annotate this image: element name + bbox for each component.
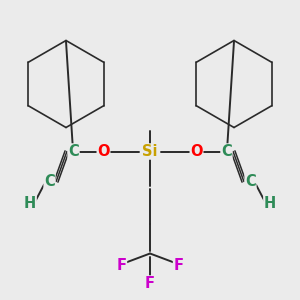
Text: F: F	[116, 258, 127, 273]
Text: H: H	[24, 196, 36, 211]
Text: H: H	[264, 196, 276, 211]
Text: C: C	[245, 174, 256, 189]
Text: Si: Si	[142, 144, 158, 159]
Text: O: O	[190, 144, 203, 159]
Text: C: C	[221, 144, 232, 159]
Text: O: O	[97, 144, 110, 159]
Text: F: F	[173, 258, 184, 273]
Text: C: C	[68, 144, 79, 159]
Text: C: C	[44, 174, 55, 189]
Text: F: F	[145, 276, 155, 291]
